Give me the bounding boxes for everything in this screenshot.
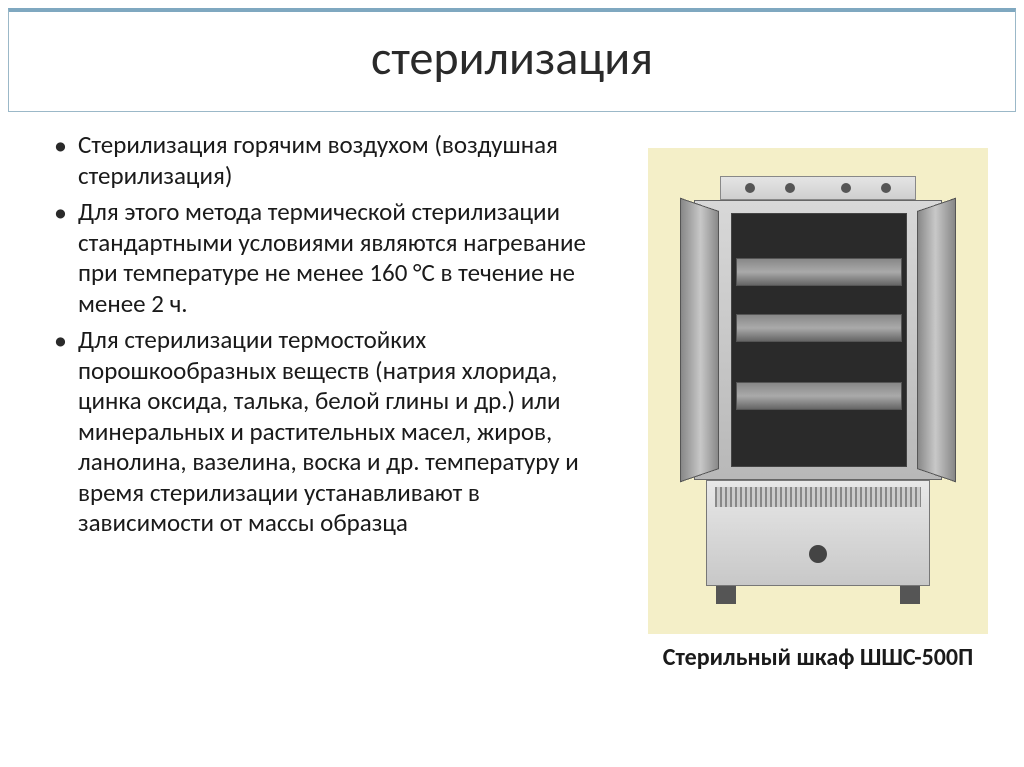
title-frame: стерилизация bbox=[8, 8, 1016, 112]
image-caption: Стерильный шкаф ШШС-500П bbox=[648, 644, 988, 673]
content-area: Стерилизация горячим воздухом (воздушная… bbox=[50, 130, 610, 545]
bullet-list: Стерилизация горячим воздухом (воздушная… bbox=[50, 130, 610, 539]
slide-title: стерилизация bbox=[9, 28, 1015, 87]
equipment-image bbox=[648, 148, 988, 634]
list-item: Стерилизация горячим воздухом (воздушная… bbox=[50, 130, 610, 191]
cabinet-illustration bbox=[688, 176, 948, 606]
list-item: Для этого метода термической стерилизаци… bbox=[50, 197, 610, 319]
list-item: Для стерилизации термостойких порошкообр… bbox=[50, 325, 610, 539]
